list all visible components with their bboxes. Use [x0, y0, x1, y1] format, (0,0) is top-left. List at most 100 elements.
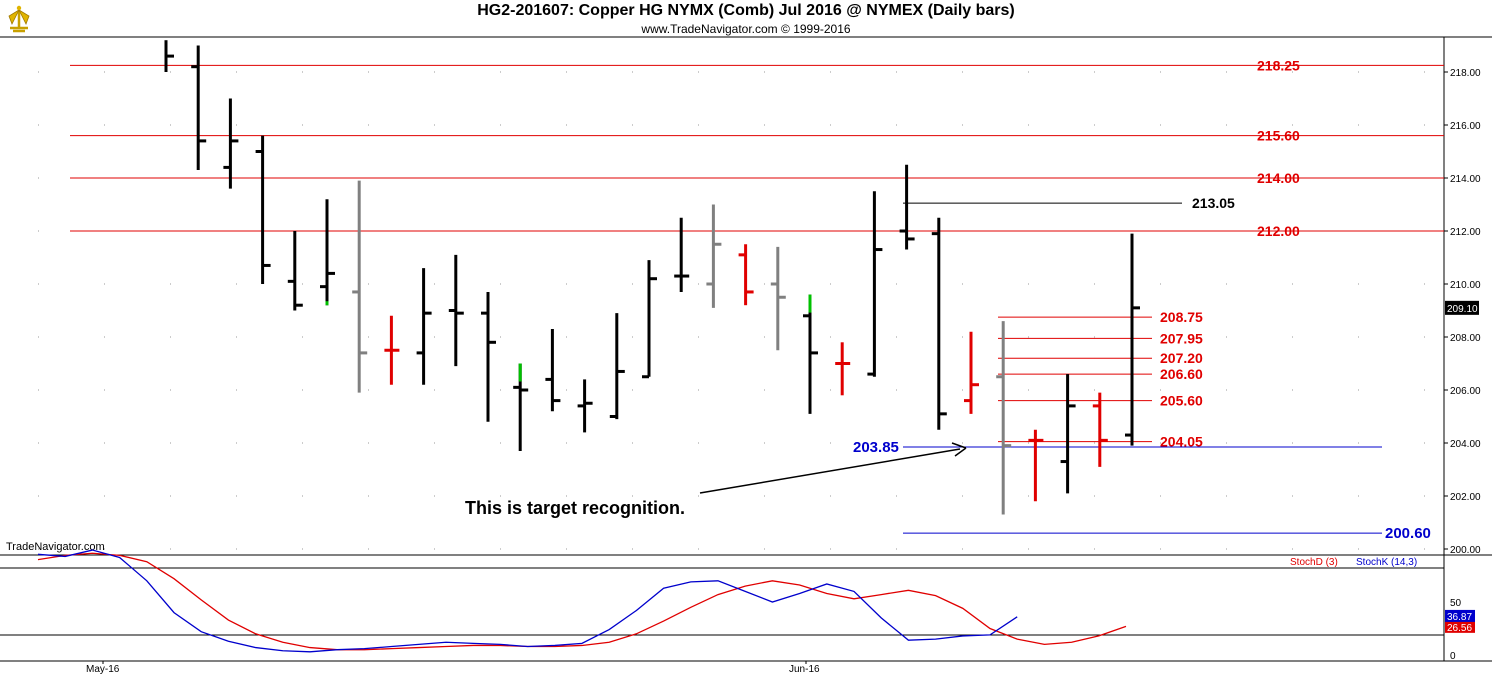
level-label-213-05: 213.05	[1192, 195, 1235, 211]
grid-dot	[38, 177, 39, 179]
grid-dot	[764, 71, 765, 73]
grid-dot	[1028, 548, 1029, 550]
grid-dot	[500, 389, 501, 391]
grid-dot	[368, 71, 369, 73]
grid-dot	[1226, 495, 1227, 497]
grid-dot	[962, 442, 963, 444]
grid-dot	[1094, 283, 1095, 285]
grid-dot	[698, 442, 699, 444]
stochd-line	[37, 552, 1127, 651]
grid-dot	[1028, 389, 1029, 391]
grid-dot	[1358, 283, 1359, 285]
grid-dot	[566, 495, 567, 497]
grid-dot	[698, 124, 699, 126]
grid-dot	[1094, 495, 1095, 497]
grid-dot	[500, 336, 501, 338]
grid-dot	[896, 336, 897, 338]
grid-dot	[1424, 283, 1425, 285]
grid-dot	[104, 495, 105, 497]
grid-dot	[1226, 389, 1227, 391]
trade-navigator-logo-icon	[8, 5, 30, 33]
last-price-box	[1445, 300, 1479, 315]
chart-subtitle: www.TradeNavigator.com © 1999-2016	[641, 22, 851, 36]
grid-dot	[500, 283, 501, 285]
grid-dot	[1424, 389, 1425, 391]
grid-dot	[566, 124, 567, 126]
grid-dot	[830, 71, 831, 73]
grid-dot	[896, 442, 897, 444]
grid-dot	[1292, 548, 1293, 550]
price-tick-label: 216.00	[1450, 121, 1481, 132]
chart-title: HG2-201607: Copper HG NYMX (Comb) Jul 20…	[477, 2, 1015, 19]
grid-dot	[632, 283, 633, 285]
grid-dot	[434, 336, 435, 338]
grid-dot	[368, 336, 369, 338]
grid-dot	[236, 442, 237, 444]
grid-dot	[104, 442, 105, 444]
level-label-207-20: 207.20	[1160, 350, 1203, 366]
grid-dot	[500, 442, 501, 444]
grid-dot	[1358, 548, 1359, 550]
price-tick-label: 212.00	[1450, 227, 1481, 238]
grid-dot	[1292, 495, 1293, 497]
grid-dot	[434, 442, 435, 444]
grid-dot	[434, 71, 435, 73]
grid-dot	[38, 336, 39, 338]
last-price-label: 209.10	[1447, 304, 1478, 315]
grid-dot	[236, 389, 237, 391]
grid-dot	[1226, 336, 1227, 338]
grid-dot	[830, 548, 831, 550]
grid-dot	[764, 124, 765, 126]
grid-dot	[962, 124, 963, 126]
grid-dot	[1094, 71, 1095, 73]
grid-dot	[104, 548, 105, 550]
grid-dot	[962, 495, 963, 497]
grid-dot	[236, 495, 237, 497]
level-label-218-25: 218.25	[1257, 57, 1300, 73]
grid-dot	[764, 336, 765, 338]
grid-dot	[1292, 336, 1293, 338]
grid-dot	[896, 389, 897, 391]
grid-dot	[368, 442, 369, 444]
grid-dot	[1226, 283, 1227, 285]
grid-dot	[302, 71, 303, 73]
grid-dot	[1226, 548, 1227, 550]
grid-dot	[170, 336, 171, 338]
grid-dot	[962, 548, 963, 550]
grid-dot	[698, 71, 699, 73]
grid-dot	[236, 283, 237, 285]
grid-dot	[896, 548, 897, 550]
grid-dot	[1292, 389, 1293, 391]
grid-dot	[1160, 548, 1161, 550]
level-label-212-00: 212.00	[1257, 223, 1300, 239]
price-tick-label: 214.00	[1450, 174, 1481, 185]
arrowhead-icon	[951, 442, 967, 457]
grid-dot	[1094, 389, 1095, 391]
price-tick-label: 202.00	[1450, 492, 1481, 503]
price-tick-label: 218.00	[1450, 68, 1481, 79]
grid-dot	[698, 336, 699, 338]
grid-dot	[302, 548, 303, 550]
grid-dot	[236, 71, 237, 73]
grid-dot	[1358, 389, 1359, 391]
grid-dot	[764, 389, 765, 391]
grid-dot	[566, 71, 567, 73]
grid-dot	[896, 283, 897, 285]
grid-dot	[698, 283, 699, 285]
grid-dot	[434, 495, 435, 497]
grid-dot	[170, 389, 171, 391]
grid-dot	[302, 336, 303, 338]
grid-dot	[764, 283, 765, 285]
grid-dot	[1424, 442, 1425, 444]
grid-dot	[500, 495, 501, 497]
grid-dot	[1424, 71, 1425, 73]
grid-dot	[368, 124, 369, 126]
grid-dot	[38, 389, 39, 391]
grid-dot	[434, 389, 435, 391]
grid-dot	[764, 442, 765, 444]
grid-dot	[104, 283, 105, 285]
grid-dot	[632, 336, 633, 338]
grid-dot	[1358, 442, 1359, 444]
grid-dot	[698, 548, 699, 550]
grid-dot	[1358, 71, 1359, 73]
